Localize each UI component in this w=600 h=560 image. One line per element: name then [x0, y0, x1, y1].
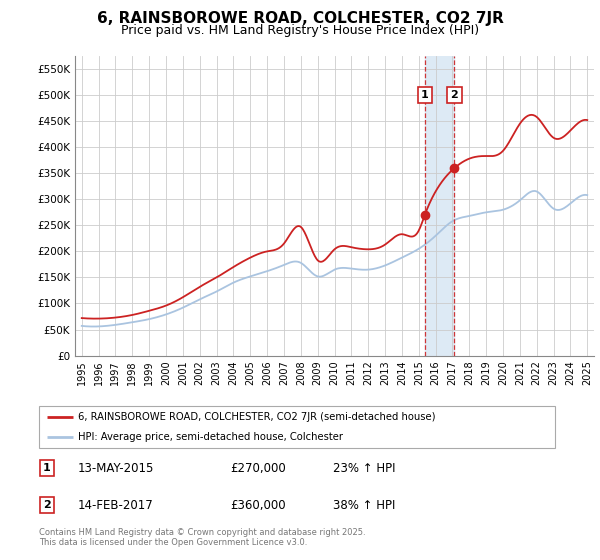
Text: 13-MAY-2015: 13-MAY-2015 — [77, 461, 154, 475]
Text: Contains HM Land Registry data © Crown copyright and database right 2025.
This d: Contains HM Land Registry data © Crown c… — [39, 528, 365, 547]
Bar — [425, 56, 454, 356]
Text: 23% ↑ HPI: 23% ↑ HPI — [333, 461, 395, 475]
Text: 14-FEB-2017: 14-FEB-2017 — [77, 498, 154, 512]
Text: Price paid vs. HM Land Registry's House Price Index (HPI): Price paid vs. HM Land Registry's House … — [121, 24, 479, 36]
Text: 2: 2 — [43, 500, 50, 510]
Text: 6, RAINSBOROWE ROAD, COLCHESTER, CO2 7JR: 6, RAINSBOROWE ROAD, COLCHESTER, CO2 7JR — [97, 11, 503, 26]
FancyBboxPatch shape — [39, 406, 555, 448]
Text: £270,000: £270,000 — [230, 461, 286, 475]
Text: HPI: Average price, semi-detached house, Colchester: HPI: Average price, semi-detached house,… — [77, 432, 343, 442]
Text: £360,000: £360,000 — [230, 498, 286, 512]
Text: 1: 1 — [421, 90, 428, 100]
Text: 1: 1 — [43, 463, 50, 473]
Text: 38% ↑ HPI: 38% ↑ HPI — [333, 498, 395, 512]
Text: 6, RAINSBOROWE ROAD, COLCHESTER, CO2 7JR (semi-detached house): 6, RAINSBOROWE ROAD, COLCHESTER, CO2 7JR… — [77, 412, 435, 422]
Text: 2: 2 — [451, 90, 458, 100]
